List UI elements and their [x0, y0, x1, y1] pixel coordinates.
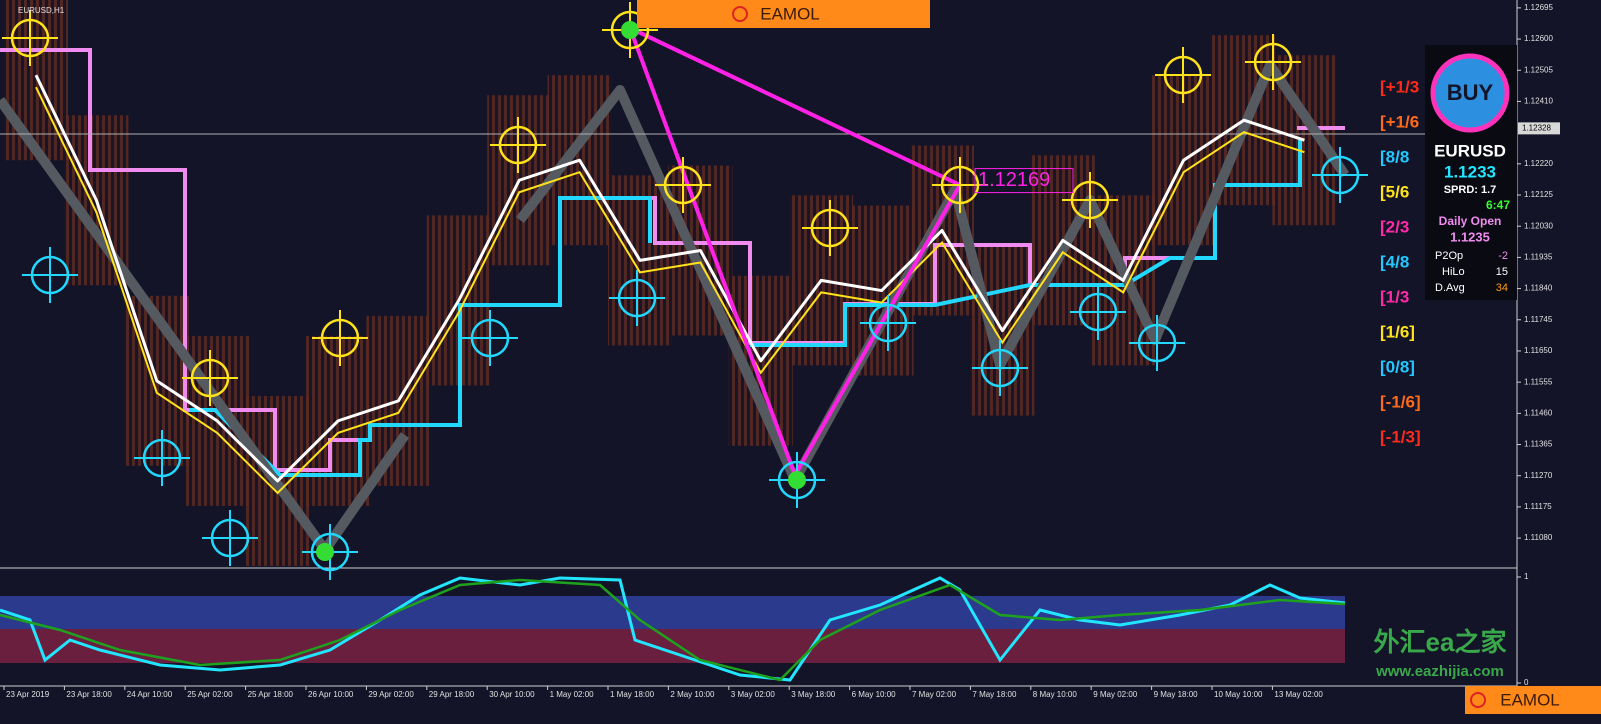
timer: 6:47 [1486, 198, 1510, 212]
x-tick-label: 30 Apr 10:00 [489, 690, 535, 699]
x-tick-label: 2 May 10:00 [670, 690, 715, 699]
annotation: 1.12169 [978, 169, 1050, 191]
x-tick-label: 23 Apr 18:00 [66, 690, 112, 699]
x-tick-label: 10 May 10:00 [1214, 690, 1263, 699]
chart-title: EURUSD,H1 [18, 6, 65, 15]
signal-dot [621, 21, 639, 39]
buy-label: BUY [1447, 80, 1494, 105]
level-label: [1/3 [1380, 287, 1409, 306]
price-lines [34, 74, 1305, 495]
y-tick-label: 1.12125 [1524, 190, 1553, 199]
watermark-url: www.eazhijia.com [1375, 663, 1504, 680]
y-tick-label: 1.11935 [1524, 253, 1553, 262]
x-tick-label: 26 Apr 10:00 [308, 690, 354, 699]
y-tick-label: 1.11650 [1524, 346, 1553, 355]
x-tick-label: 8 May 10:00 [1033, 690, 1078, 699]
daily-open: 1.1235 [1450, 229, 1490, 244]
crosshairs [2, 2, 1368, 580]
y-tick-label: 1.11745 [1524, 315, 1553, 324]
level-label: [0/8] [1380, 357, 1415, 376]
bottom-logo: EAMOL [1500, 690, 1560, 709]
triangle-pattern [626, 24, 963, 480]
x-tick-label: 13 May 02:00 [1274, 690, 1323, 699]
x-tick-label: 6 May 10:00 [852, 690, 897, 699]
y-tick-label: 1.12220 [1524, 159, 1553, 168]
x-tick-label: 25 Apr 18:00 [248, 690, 294, 699]
x-tick-label: 23 Apr 2019 [6, 690, 50, 699]
level-label: [+1/6 [1380, 112, 1419, 131]
osc-tick-label: 0 [1524, 678, 1529, 687]
level-label: [2/3 [1380, 217, 1409, 236]
y-tick-label: 1.11365 [1524, 440, 1553, 449]
x-tick-label: 29 Apr 18:00 [429, 690, 475, 699]
x-tick-label: 3 May 02:00 [731, 690, 776, 699]
level-label: [5/6 [1380, 182, 1409, 201]
x-tick-label: 7 May 18:00 [972, 690, 1017, 699]
signal-dot [316, 543, 334, 561]
x-tick-label: 9 May 18:00 [1154, 690, 1199, 699]
level-label: [8/8 [1380, 147, 1409, 166]
stat-label: P2Op [1435, 250, 1463, 262]
x-tick-label: 24 Apr 10:00 [127, 690, 173, 699]
current-price-label: 1.12328 [1522, 123, 1551, 132]
level-label: [4/8 [1380, 252, 1409, 271]
y-tick-label: 1.11175 [1524, 502, 1552, 511]
stat-value: 15 [1496, 266, 1508, 278]
stat-value: 34 [1496, 282, 1508, 294]
buy-button[interactable] [1430, 53, 1510, 133]
x-tick-label: 25 Apr 02:00 [187, 690, 233, 699]
symbol: EURUSD [1434, 141, 1506, 160]
level-label: [-1/6] [1380, 392, 1421, 411]
envelope-band [4, 0, 68, 161]
level-label: [1/6] [1380, 322, 1415, 341]
bid-price: 1.1233 [1444, 162, 1496, 181]
moving-average [35, 86, 1305, 495]
y-tick-label: 1.12410 [1524, 97, 1553, 106]
annotation-box [974, 168, 1074, 194]
price-line [34, 74, 1305, 483]
y-tick-label: 1.11555 [1524, 377, 1553, 386]
y-tick-label: 1.11270 [1524, 471, 1553, 480]
watermark: 外汇ea之家 [1374, 627, 1507, 657]
daily-open-label: Daily Open [1439, 214, 1502, 228]
logo-icon [1470, 692, 1486, 708]
stat-label: D.Avg [1435, 282, 1465, 294]
y-tick-label: 1.12505 [1524, 65, 1553, 74]
top-logo: EAMOL [760, 4, 820, 23]
x-tick-label: 29 Apr 02:00 [368, 690, 414, 699]
x-tick-label: 9 May 02:00 [1093, 690, 1138, 699]
oscillator-signal [0, 578, 1346, 682]
top-logo-bar [637, 0, 930, 28]
y-tick-label: 1.11080 [1524, 533, 1553, 542]
stat-value: -2 [1498, 250, 1508, 262]
level-label: [-1/3] [1380, 427, 1421, 446]
osc-tick-label: 1 [1524, 572, 1529, 581]
y-tick-label: 1.11840 [1524, 284, 1553, 293]
y-tick-label: 1.12600 [1524, 34, 1553, 43]
x-tick-label: 7 May 02:00 [912, 690, 957, 699]
level-label: [+1/3 [1380, 77, 1419, 96]
oscillator-line [0, 576, 1346, 682]
x-tick-label: 1 May 02:00 [550, 690, 595, 699]
logo-icon [732, 6, 748, 22]
y-tick-label: 1.11460 [1524, 408, 1553, 417]
bottom-logo-bar [1465, 686, 1601, 714]
current-price-box [1518, 122, 1560, 135]
y-tick-label: 1.12695 [1524, 3, 1553, 12]
step-line-lower [190, 196, 652, 477]
osc-zone-low [0, 629, 1345, 663]
spread: SPRD: 1.7 [1444, 184, 1497, 196]
y-tick-label: 1.12030 [1524, 221, 1553, 230]
signal-dot [788, 471, 806, 489]
x-tick-label: 1 May 18:00 [610, 690, 655, 699]
stat-label: HiLo [1442, 266, 1465, 278]
x-tick-label: 3 May 18:00 [791, 690, 836, 699]
